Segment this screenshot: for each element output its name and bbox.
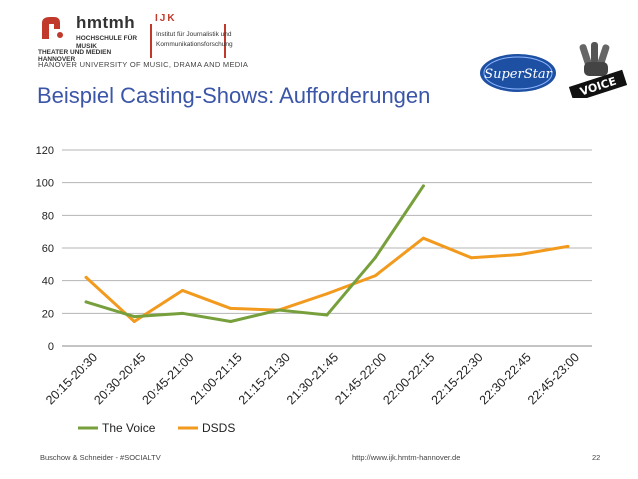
ijk-bracket [150, 24, 226, 58]
data-point-dsds [229, 306, 233, 310]
ijk-title: IJK [155, 13, 177, 24]
data-point-the-voice [421, 184, 425, 188]
y-tick-label: 80 [42, 210, 54, 222]
footer-authors: Buschow & Schneider - #SOCIALTV [40, 453, 161, 462]
legend-label-the-voice: The Voice [102, 421, 156, 435]
data-point-dsds [421, 236, 425, 240]
data-point-dsds [180, 288, 184, 292]
series-line-the-voice [84, 184, 425, 323]
line-chart: 02040608010012020:15-20:3020:30-20:4520:… [36, 145, 592, 435]
footer-url[interactable]: http://www.ijk.hmtm-hannover.de [352, 453, 461, 462]
y-tick-label: 20 [42, 308, 54, 320]
data-point-dsds [325, 292, 329, 296]
y-tick-label: 40 [42, 276, 54, 288]
x-tick-label: 22:45-23:00 [525, 350, 582, 407]
data-point-dsds [566, 244, 570, 248]
y-tick-label: 120 [36, 145, 54, 157]
y-tick-label: 0 [48, 341, 54, 353]
slide-header: hmtmh HOCHSCHULE FÜR MUSIK THEATER UND M… [0, 0, 638, 98]
hmtmh-logo: hmtmh HOCHSCHULE FÜR MUSIK THEATER UND M… [38, 13, 150, 67]
data-point-the-voice [325, 313, 329, 317]
slide-title: Beispiel Casting-Shows: Aufforderungen [37, 83, 431, 108]
y-tick-label: 60 [42, 243, 54, 255]
series-line-dsds [84, 236, 570, 323]
data-point-dsds [84, 275, 88, 279]
data-point-the-voice [277, 308, 281, 312]
superstar-logo: SuperStar [480, 54, 556, 92]
org-subtitle-1: HOCHSCHULE FÜR MUSIK [76, 35, 138, 50]
voice-logo: VOICE [568, 42, 628, 98]
data-point-the-voice [132, 315, 136, 319]
legend-label-dsds: DSDS [202, 421, 235, 435]
data-point-dsds [518, 253, 522, 257]
superstar-logo-text: SuperStar [484, 67, 552, 82]
data-point-the-voice [373, 256, 377, 260]
ijk-line-1: Institut für Journalistik und [156, 31, 232, 38]
data-point-the-voice [229, 320, 233, 323]
hmtmh-mark-icon [42, 17, 63, 39]
org-subtitle-2: THEATER UND MEDIEN HANNOVER [38, 49, 112, 63]
page-number: 22 [592, 453, 601, 462]
org-name: hmtmh [76, 13, 136, 32]
data-point-dsds [373, 274, 377, 278]
y-tick-label: 100 [36, 178, 54, 190]
data-point-dsds [470, 256, 474, 260]
university-line: HANOVER UNIVERSITY OF MUSIC, DRAMA AND M… [38, 60, 249, 69]
data-point-the-voice [84, 300, 88, 304]
data-point-dsds [132, 320, 136, 323]
data-point-the-voice [180, 311, 184, 315]
ijk-line-2: Kommunikationsforschung [156, 41, 233, 48]
